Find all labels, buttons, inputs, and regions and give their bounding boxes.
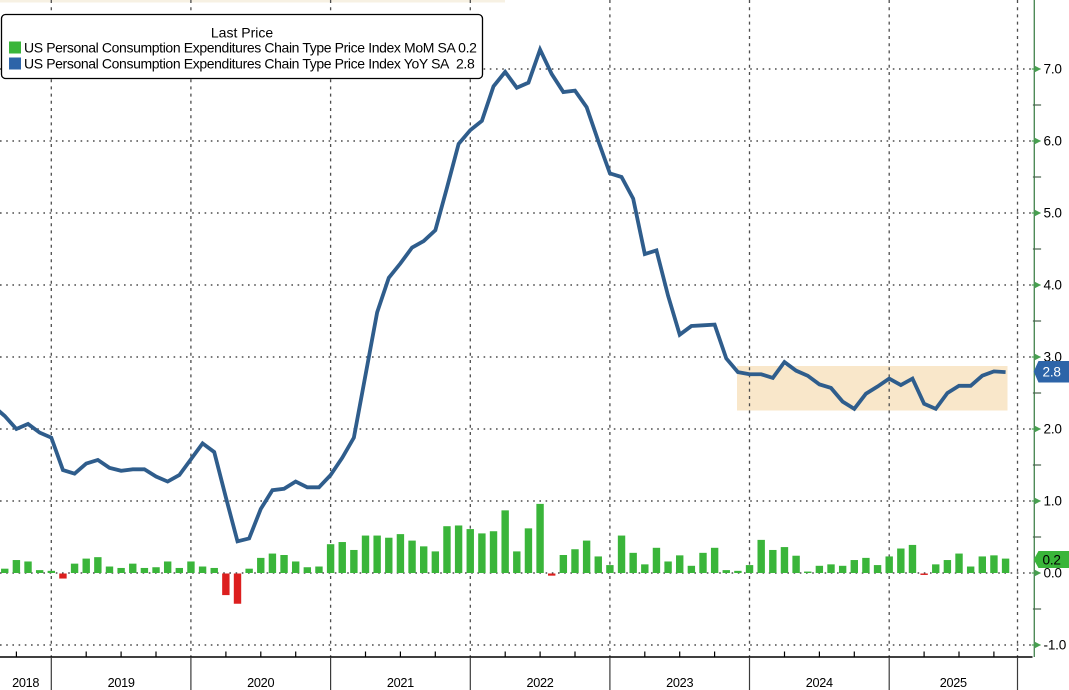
svg-text:5.0: 5.0 (1044, 206, 1063, 221)
svg-text:2.0: 2.0 (1044, 422, 1063, 437)
svg-text:US Personal Consumption Expend: US Personal Consumption Expenditures Cha… (24, 40, 477, 56)
svg-text:2.8: 2.8 (1043, 365, 1061, 380)
svg-text:2019: 2019 (108, 676, 135, 690)
svg-text:US Personal Consumption Expend: US Personal Consumption Expenditures Cha… (24, 56, 475, 72)
svg-text:3.0: 3.0 (1044, 350, 1063, 365)
svg-text:2018: 2018 (12, 676, 39, 690)
svg-text:2024: 2024 (806, 676, 833, 690)
svg-text:-1.0: -1.0 (1044, 638, 1067, 653)
svg-text:2025: 2025 (940, 676, 967, 690)
svg-text:6.0: 6.0 (1044, 134, 1063, 149)
svg-text:Last Price: Last Price (211, 25, 273, 41)
svg-text:1.0: 1.0 (1044, 494, 1063, 509)
svg-text:0.2: 0.2 (1043, 552, 1061, 567)
svg-text:0.0: 0.0 (1044, 566, 1063, 581)
svg-text:7.0: 7.0 (1044, 62, 1063, 77)
svg-text:2021: 2021 (387, 676, 414, 690)
svg-text:4.0: 4.0 (1044, 278, 1063, 293)
svg-text:2022: 2022 (526, 676, 553, 690)
svg-text:2023: 2023 (666, 676, 693, 690)
svg-text:2020: 2020 (247, 676, 274, 690)
